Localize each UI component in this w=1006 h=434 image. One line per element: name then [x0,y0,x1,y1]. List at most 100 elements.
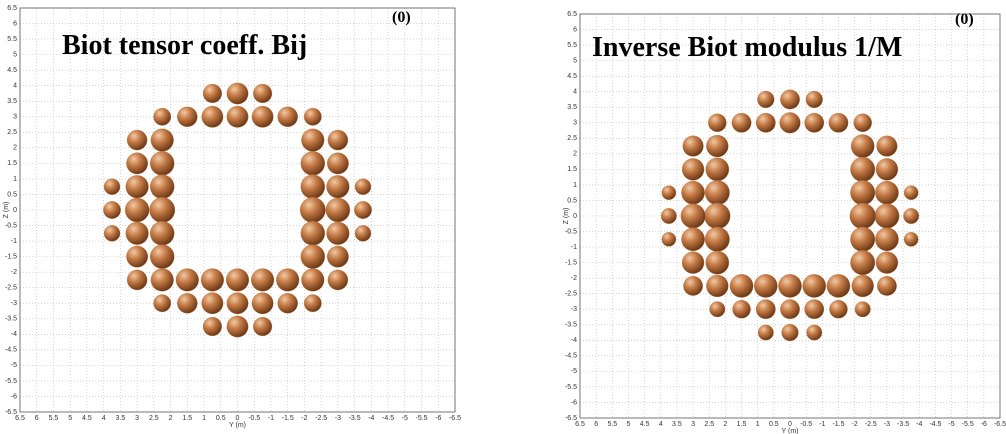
sphere [225,268,250,292]
x-tick-label: 5 [627,421,631,428]
sphere [326,175,350,199]
sphere [708,113,727,132]
y-tick-label: 2 [13,145,17,152]
x-tick-label: 1 [756,421,760,428]
sphere [124,197,150,223]
x-tick-label: 3.5 [672,421,682,428]
x-tick-label: 6.5 [575,421,585,428]
y-tick-label: -0.5 [5,222,17,229]
x-tick-label: -2.5 [315,415,327,422]
sphere [779,112,801,134]
sphere [682,135,704,157]
x-tick-label: 2.5 [149,415,159,422]
y-tick-label: 4.5 [567,73,577,80]
sphere [300,244,325,269]
y-tick-label: -6 [11,393,17,400]
sphere [202,317,222,337]
x-tick-label: -4 [916,421,922,428]
y-tick-label: 1.5 [7,160,17,167]
y-tick-label: 0 [13,207,17,214]
y-tick-label: 0.5 [567,197,577,204]
sphere [327,245,349,268]
sphere [854,301,871,318]
sphere [325,197,351,223]
x-tick-label: -0.5 [800,421,812,428]
sphere [354,201,372,219]
sphere [177,106,198,127]
x-tick-label: -3 [884,421,890,428]
sphere [661,232,677,247]
x-tick-label: 4 [102,415,106,422]
y-tick-label: -1 [571,244,577,251]
x-tick-label: -2 [301,415,307,422]
sphere [177,293,198,314]
sphere [660,208,677,224]
y-tick-label: 3.5 [7,98,17,105]
y-tick-label: 5 [13,51,17,58]
y-tick-label: 2.5 [7,129,17,136]
sphere [125,221,149,245]
sphere [126,129,148,151]
y-tick-label: -5.5 [5,378,17,385]
sphere [778,274,802,298]
x-tick-label: 2 [169,415,173,422]
sphere [731,112,752,133]
sphere [150,244,175,269]
sphere [681,251,705,274]
y-tick-label: -1.5 [5,253,17,260]
sphere [681,227,705,252]
x-tick-label: -1.5 [832,421,844,428]
sphere [175,268,199,292]
x-tick-label: -3.5 [897,421,909,428]
x-tick-label: -4.5 [382,415,394,422]
title-superscript: (0) [392,9,411,26]
x-tick-label: 5.5 [607,421,617,428]
sphere [709,301,726,318]
x-tick-label: -6.5 [449,415,461,422]
sphere [755,299,776,320]
sphere [780,299,800,320]
sphere [757,324,774,341]
y-tick-label: -6 [571,399,577,406]
sphere [300,174,325,199]
x-tick-label: 6 [35,415,39,422]
y-tick-label: -3.5 [565,322,577,329]
sphere [226,82,249,105]
panel: 6.5 6 5.5 5 4.5 4 3.5 3 2.5 2 1.5 1 0.5 0 -0.5 -1 -1.5 -2… [3,5,461,429]
x-tick-label: 1.5 [182,415,192,422]
y-tick-label: -2 [571,275,577,282]
x-tick-label: -2 [851,421,857,428]
sphere [300,221,325,246]
y-tick-label: 4 [13,83,17,90]
x-tick-label: 5.5 [49,415,59,422]
sphere [125,175,149,199]
y-tick-label: 0 [573,213,577,220]
sphere [683,276,703,296]
x-tick-label: -6 [981,421,987,428]
sphere [680,203,706,229]
x-tick-label: -5.5 [962,421,974,428]
sphere [103,225,121,242]
sphere [705,250,730,275]
sphere [153,107,172,126]
sphere [202,83,222,103]
sphere [850,226,876,252]
y-tick-label: -4 [571,337,577,344]
y-tick-label: 6.5 [7,5,17,12]
sphere [681,158,705,181]
y-tick-label: -6.5 [565,415,577,422]
y-tick-label: -4.5 [5,347,17,354]
x-tick-label: 6 [594,421,598,428]
y-tick-label: -5.5 [565,384,577,391]
sphere [704,180,730,206]
y-tick-label: 1 [573,182,577,189]
sphere [326,221,350,245]
sphere [201,105,224,128]
y-tick-label: 4.5 [7,67,17,74]
sphere [150,268,174,292]
sphere [276,268,300,292]
x-tick-label: -5 [402,415,408,422]
y-axis-label: Z (m) [3,202,10,219]
x-tick-label: 2.5 [704,421,714,428]
title-superscript: (0) [955,11,974,28]
